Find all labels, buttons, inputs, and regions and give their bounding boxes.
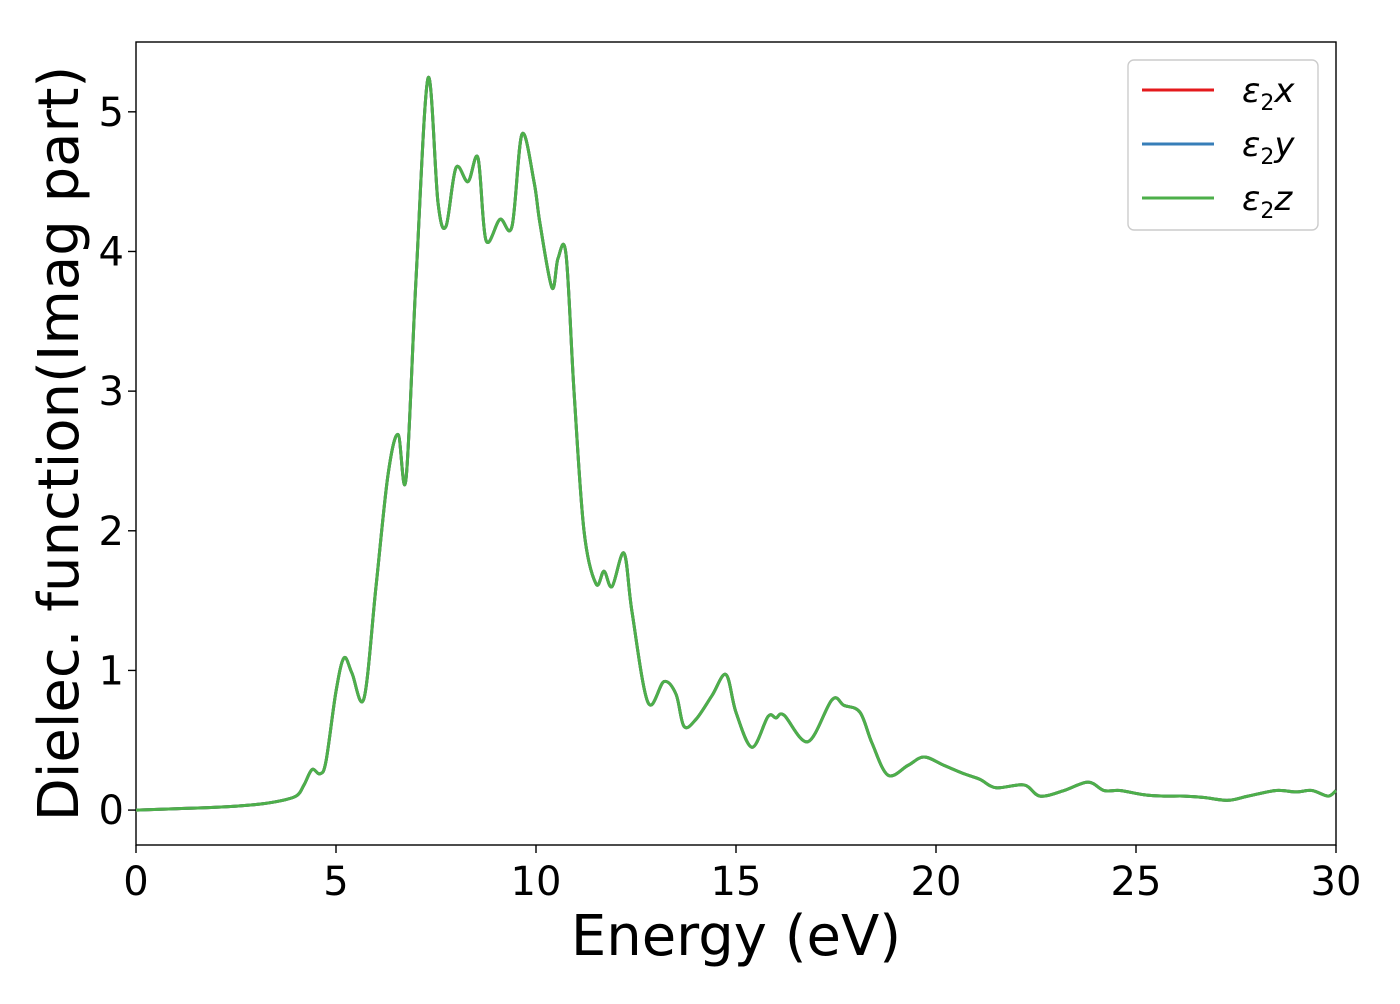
x-axis-title: Energy (eV) [571, 904, 901, 969]
x-tick-label: 10 [511, 859, 562, 905]
legend-label-y: ε2y [1242, 125, 1295, 170]
x-tick-label: 5 [323, 859, 348, 905]
y-axis-ticks: 0 1 2 3 4 5 [99, 90, 136, 834]
series-line-z [135, 75, 1338, 812]
x-tick-label: 30 [1311, 859, 1362, 905]
y-tick-label: 4 [99, 229, 124, 275]
x-axis-ticks: 0 5 10 15 20 25 30 [123, 845, 1361, 905]
y-tick-label: 3 [99, 369, 124, 415]
x-tick-label: 25 [1111, 859, 1162, 905]
legend-label-x: ε2x [1242, 71, 1295, 116]
y-tick-label: 0 [99, 788, 124, 834]
y-tick-label: 1 [99, 648, 124, 694]
x-tick-label: 20 [911, 859, 962, 905]
y-tick-label: 5 [99, 90, 124, 136]
x-tick-label: 0 [123, 859, 148, 905]
legend: ε2x ε2y ε2z [1127, 59, 1319, 231]
x-tick-label: 15 [711, 859, 762, 905]
legend-label-z: ε2z [1242, 179, 1293, 224]
y-axis-title: Dielec. function(Imag part) [27, 66, 92, 822]
y-tick-label: 2 [99, 509, 124, 555]
series-layer [135, 75, 1338, 812]
legend-box [1127, 59, 1319, 231]
